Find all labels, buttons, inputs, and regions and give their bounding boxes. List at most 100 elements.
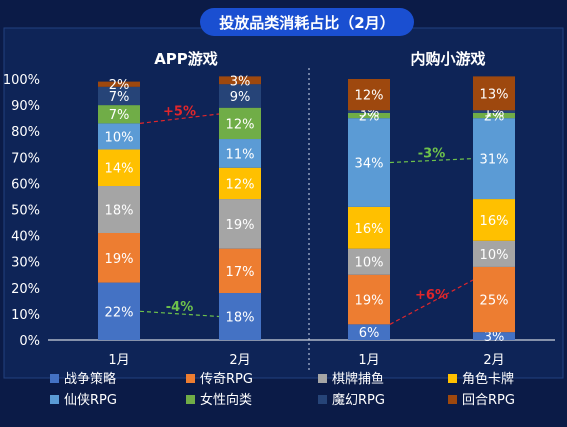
bar-segment bbox=[348, 118, 390, 207]
panel-title: APP游戏 bbox=[154, 50, 218, 68]
data-label: 3% bbox=[230, 74, 251, 89]
data-label: 11% bbox=[226, 147, 255, 162]
legend-swatch bbox=[186, 374, 195, 383]
bar-segment bbox=[473, 118, 515, 200]
legend-label: 女性向类 bbox=[200, 392, 252, 408]
bar-segment bbox=[219, 76, 261, 85]
bar-segment bbox=[98, 232, 140, 283]
legend-swatch bbox=[318, 395, 327, 404]
bar-segment bbox=[348, 248, 390, 275]
chart-title: 投放品类消耗占比（2月） bbox=[219, 14, 394, 32]
legend-label: 魔幻RPG bbox=[332, 393, 385, 408]
legend-swatch bbox=[318, 374, 327, 383]
bar-segment bbox=[219, 248, 261, 294]
data-label: 2% bbox=[109, 78, 130, 93]
change-annotation: -4% bbox=[166, 300, 193, 315]
legend-swatch bbox=[50, 395, 59, 404]
y-tick-label: 80% bbox=[11, 125, 40, 140]
y-tick-label: 0% bbox=[19, 334, 40, 349]
bar-segment bbox=[473, 76, 515, 111]
bar-segment bbox=[348, 110, 390, 113]
legend-swatch bbox=[186, 395, 195, 404]
bar-segment bbox=[98, 123, 140, 150]
data-label: 19% bbox=[226, 218, 255, 233]
legend-swatch bbox=[448, 395, 457, 404]
x-tick-label: 1月 bbox=[358, 353, 379, 368]
data-label: 18% bbox=[105, 204, 134, 219]
bar-segment bbox=[348, 274, 390, 325]
data-label: 6% bbox=[359, 326, 380, 341]
bar-segment bbox=[219, 293, 261, 340]
data-label: 22% bbox=[105, 305, 134, 320]
y-tick-label: 90% bbox=[11, 99, 40, 114]
bar-segment bbox=[348, 206, 390, 249]
legend-label: 棋牌捕鱼 bbox=[332, 371, 384, 387]
data-label: 19% bbox=[355, 294, 384, 309]
y-tick-label: 100% bbox=[3, 73, 40, 88]
bar-segment bbox=[348, 324, 390, 340]
legend-label: 战争策略 bbox=[64, 371, 116, 387]
panel-title: 内购小游戏 bbox=[410, 50, 485, 68]
legend-label: 传奇RPG bbox=[200, 371, 253, 387]
data-label: 12% bbox=[355, 89, 384, 104]
change-annotation: +5% bbox=[163, 105, 196, 120]
legend-swatch bbox=[448, 374, 457, 383]
bar-segment bbox=[98, 81, 140, 87]
plot-panel bbox=[3, 27, 564, 379]
data-label: 7% bbox=[109, 108, 130, 123]
bar-segment bbox=[219, 84, 261, 108]
bar-segment bbox=[473, 332, 515, 340]
data-label: 18% bbox=[226, 311, 255, 326]
data-label: 7% bbox=[109, 90, 130, 105]
data-label: 12% bbox=[226, 177, 255, 192]
y-tick-label: 20% bbox=[11, 282, 40, 297]
bar-segment bbox=[348, 112, 390, 119]
bar-segment bbox=[473, 266, 515, 333]
change-connector bbox=[139, 113, 220, 124]
data-label: 16% bbox=[355, 222, 384, 237]
legend-label: 仙侠RPG bbox=[64, 393, 117, 408]
data-label: 17% bbox=[226, 265, 255, 280]
change-annotation: -3% bbox=[418, 147, 445, 162]
data-label: 16% bbox=[480, 214, 509, 229]
bar-segment bbox=[219, 139, 261, 168]
y-tick-label: 40% bbox=[11, 230, 40, 245]
y-tick-label: 30% bbox=[11, 256, 40, 271]
x-tick-label: 2月 bbox=[229, 353, 250, 368]
data-label: 12% bbox=[226, 117, 255, 132]
bar-segment bbox=[98, 186, 140, 233]
title-pill bbox=[200, 8, 414, 36]
bar-segment bbox=[348, 79, 390, 111]
data-label: 10% bbox=[480, 248, 509, 263]
bar-segment bbox=[98, 282, 140, 340]
data-label: 9% bbox=[230, 90, 251, 105]
data-label: 2% bbox=[484, 110, 505, 125]
data-label: 19% bbox=[105, 252, 134, 267]
y-tick-label: 50% bbox=[11, 204, 40, 219]
bar-segment bbox=[473, 110, 515, 113]
y-tick-label: 10% bbox=[11, 308, 40, 323]
bar-segment bbox=[473, 199, 515, 241]
legend-label: 角色卡牌 bbox=[462, 371, 514, 387]
y-tick-label: 60% bbox=[11, 177, 40, 192]
data-label: 3% bbox=[484, 330, 505, 345]
legend-swatch bbox=[50, 374, 59, 383]
data-label: 10% bbox=[105, 130, 134, 145]
legend-label: 回合RPG bbox=[462, 393, 515, 408]
x-tick-label: 1月 bbox=[108, 353, 129, 368]
data-label: 10% bbox=[355, 256, 384, 271]
bar-segment bbox=[473, 240, 515, 267]
change-annotation: +6% bbox=[415, 288, 448, 303]
y-tick-label: 70% bbox=[11, 151, 40, 166]
bar-segment bbox=[98, 86, 140, 106]
bar-segment bbox=[98, 105, 140, 124]
data-label: 2% bbox=[359, 110, 380, 125]
change-connector bbox=[389, 279, 474, 325]
data-label: 31% bbox=[480, 153, 509, 168]
bar-segment bbox=[98, 149, 140, 187]
change-connector bbox=[139, 310, 220, 318]
data-label: 13% bbox=[480, 87, 509, 102]
data-label: 34% bbox=[355, 157, 384, 172]
